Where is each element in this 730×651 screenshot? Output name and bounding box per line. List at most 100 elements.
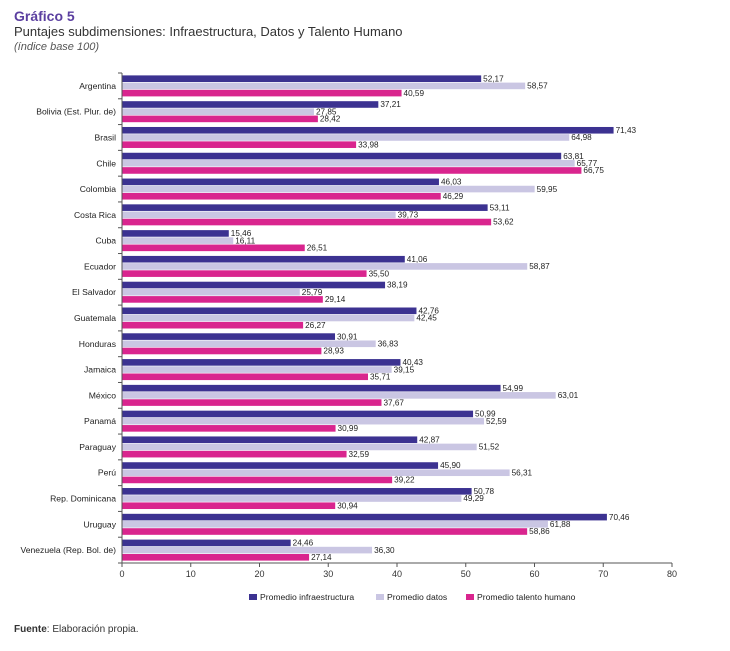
- data-label: 70,46: [609, 513, 630, 522]
- data-label: 64,98: [571, 133, 592, 142]
- bar: [122, 554, 310, 561]
- source-note: Fuente: Elaboración propia.: [14, 624, 139, 635]
- bar: [122, 425, 336, 432]
- data-label: 35,71: [370, 372, 391, 381]
- bar: [122, 108, 314, 115]
- data-label: 27,14: [311, 553, 332, 562]
- data-label: 46,03: [441, 178, 462, 187]
- bar: [122, 89, 402, 97]
- data-label: 16,11: [235, 236, 255, 245]
- data-label: 58,87: [529, 262, 550, 271]
- data-label: 42,76: [418, 307, 439, 316]
- data-label: 63,81: [563, 152, 584, 161]
- x-tick-label: 0: [119, 569, 124, 579]
- bar: [122, 546, 373, 554]
- data-label: 25,79: [302, 288, 323, 297]
- category-label: Rep. Dominicana: [50, 494, 116, 504]
- category-label: Paraguay: [79, 442, 116, 452]
- bar: [122, 359, 401, 366]
- category-label: Venezuela (Rep. Bol. de): [20, 545, 116, 555]
- bar: [122, 204, 488, 211]
- data-label: 30,99: [338, 424, 359, 433]
- category-label: Costa Rica: [74, 210, 116, 220]
- category-label: México: [89, 390, 116, 400]
- bar: [122, 115, 318, 123]
- category-label: Uruguay: [84, 519, 117, 529]
- data-label: 71,43: [616, 126, 637, 135]
- category-label: Argentina: [79, 81, 116, 91]
- bar: [122, 288, 300, 296]
- category-label: Jamaica: [84, 365, 116, 375]
- bar: [122, 436, 418, 444]
- bar: [122, 443, 477, 451]
- data-label: 29,14: [325, 295, 346, 304]
- category-label: Brasil: [95, 132, 117, 142]
- source-label: Fuente: [14, 624, 47, 635]
- bar: [122, 185, 535, 193]
- bar: [122, 333, 336, 340]
- x-tick-label: 70: [598, 569, 608, 579]
- category-label: El Salvador: [72, 287, 116, 297]
- category-label: Guatemala: [74, 313, 116, 323]
- data-label: 59,95: [537, 185, 558, 194]
- bar: [122, 141, 357, 148]
- bar: [122, 321, 304, 329]
- bar: [122, 218, 492, 226]
- data-label: 35,50: [369, 269, 390, 278]
- data-label: 26,51: [307, 244, 328, 253]
- bar: [122, 513, 607, 521]
- bar: [122, 399, 382, 406]
- bar: [122, 211, 396, 219]
- data-label: 38,19: [387, 281, 408, 290]
- bar: [122, 159, 575, 167]
- bar: [122, 488, 472, 495]
- bar: [122, 392, 556, 399]
- figure-number: Gráfico 5: [14, 8, 75, 24]
- legend-swatch: [466, 594, 474, 600]
- data-label: 50,99: [475, 410, 496, 419]
- legend-label: Promedio datos: [387, 592, 447, 602]
- data-label: 51,52: [479, 443, 500, 452]
- data-label: 52,59: [486, 417, 507, 426]
- bar: [122, 521, 548, 528]
- bar: [122, 178, 439, 186]
- data-label: 63,01: [558, 391, 579, 400]
- data-label: 52,17: [483, 74, 504, 83]
- bar: [122, 347, 322, 355]
- data-label: 39,73: [398, 211, 419, 220]
- category-label: Chile: [96, 158, 116, 168]
- data-label: 36,30: [374, 546, 395, 555]
- bar: [122, 502, 336, 510]
- category-label: Colombia: [80, 184, 117, 194]
- bar: [122, 263, 528, 270]
- bar: [122, 82, 526, 90]
- bar: [122, 410, 474, 418]
- bar: [122, 417, 485, 425]
- data-label: 40,59: [404, 89, 425, 98]
- bar: [122, 167, 582, 174]
- data-label: 32,59: [349, 450, 370, 459]
- data-label: 66,75: [583, 166, 604, 175]
- data-label: 58,86: [529, 527, 550, 536]
- x-tick-label: 30: [323, 569, 333, 579]
- bar: [122, 192, 441, 200]
- legend-swatch: [249, 594, 257, 600]
- legend-label: Promedio talento humano: [477, 592, 576, 602]
- bar: [122, 134, 570, 141]
- data-label: 40,43: [402, 358, 423, 367]
- category-label: Panamá: [84, 416, 116, 426]
- legend-swatch: [376, 594, 384, 600]
- data-label: 27,85: [316, 107, 337, 116]
- bar: [122, 373, 369, 381]
- bar: [122, 270, 367, 277]
- category-label: Perú: [98, 468, 116, 478]
- data-label: 37,21: [380, 100, 401, 109]
- chart-subtitle: (índice base 100): [14, 41, 99, 53]
- bar: [122, 255, 405, 263]
- data-label: 61,88: [550, 520, 571, 529]
- data-label: 30,94: [337, 501, 358, 510]
- legend-label: Promedio infraestructura: [260, 592, 354, 602]
- data-label: 53,11: [490, 203, 510, 212]
- bar: [122, 230, 229, 237]
